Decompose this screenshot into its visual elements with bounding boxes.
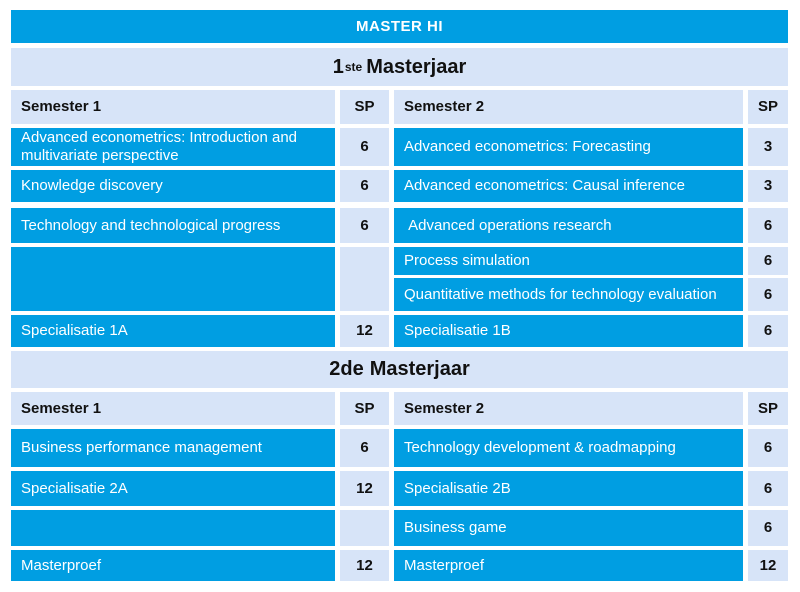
year2-semester1-header: Semester 1: [11, 392, 335, 425]
course-cell: Specialisatie 2A: [11, 471, 335, 506]
year1-band: 1 ste Masterjaar: [11, 48, 788, 86]
empty-course-cell: [11, 247, 335, 311]
course-cell: Masterproef: [394, 550, 743, 581]
year1-sp2-header: SP: [748, 90, 788, 124]
sp-cell: 6: [340, 128, 389, 166]
course-cell: Advanced operations research: [394, 208, 743, 243]
program-title: MASTER HI: [356, 18, 443, 35]
course-cell: Business performance management: [11, 429, 335, 467]
sp-cell: 6: [748, 208, 788, 243]
table-row: Advanced econometrics: Introduction and …: [11, 128, 788, 166]
table-row: Masterproef 12 Masterproef 12: [11, 550, 788, 581]
year2-number: 2de: [329, 358, 364, 380]
year2-semester2-header: Semester 2: [394, 392, 743, 425]
course-cell: Process simulation: [394, 247, 743, 275]
year1-header-row: Semester 1 SP Semester 2 SP: [11, 90, 788, 124]
course-cell: Masterproef: [11, 550, 335, 581]
course-cell: Business game: [394, 510, 743, 546]
year1-label: Masterjaar: [366, 55, 467, 78]
sp-cell: 12: [340, 315, 389, 347]
table-row: Specialisatie 1A 12 Specialisatie 1B 6: [11, 315, 788, 347]
sp-cell: 3: [748, 170, 788, 202]
course-cell: Specialisatie 1B: [394, 315, 743, 347]
sp-cell: 6: [340, 429, 389, 467]
empty-course-cell: [11, 510, 335, 546]
year2-sp2-header: SP: [748, 392, 788, 425]
sp-cell: 6: [340, 170, 389, 202]
table-subrow: Process simulation 6: [394, 247, 788, 275]
year2-band: 2de Masterjaar: [11, 351, 788, 388]
year1-ordinal-suffix: ste: [344, 60, 363, 74]
sp-cell: 6: [340, 208, 389, 243]
table-row: Specialisatie 2A 12 Specialisatie 2B 6: [11, 471, 788, 506]
program-title-banner: MASTER HI: [11, 10, 788, 43]
sp-cell: 6: [748, 429, 788, 467]
sp-cell: 6: [748, 278, 788, 311]
sp-cell: 6: [748, 471, 788, 506]
sp-cell: 12: [748, 550, 788, 581]
table-subrow: Quantitative methods for technology eval…: [394, 278, 788, 311]
table-row: Technology and technological progress 6 …: [11, 208, 788, 243]
course-cell: Technology and technological progress: [11, 208, 335, 243]
course-cell: Technology development & roadmapping: [394, 429, 743, 467]
year1-semester2-header: Semester 2: [394, 90, 743, 124]
year1-number: 1: [332, 55, 344, 78]
table-row: Business performance management 6 Techno…: [11, 429, 788, 467]
year2-label: Masterjaar: [369, 358, 470, 380]
table-row-span: Process simulation 6 Quantitative method…: [11, 247, 788, 311]
year2-header-row: Semester 1 SP Semester 2 SP: [11, 392, 788, 425]
empty-sp-cell: [340, 510, 389, 546]
course-cell: Knowledge discovery: [11, 170, 335, 202]
year2-sp1-header: SP: [340, 392, 389, 425]
year1-semester1-header: Semester 1: [11, 90, 335, 124]
course-cell: Specialisatie 2B: [394, 471, 743, 506]
sp-cell: 12: [340, 550, 389, 581]
sp-cell: 6: [748, 315, 788, 347]
sp-cell: 3: [748, 128, 788, 166]
course-cell: Advanced econometrics: Causal inference: [394, 170, 743, 202]
course-cell: Quantitative methods for technology eval…: [394, 278, 743, 311]
sp-cell: 6: [748, 247, 788, 275]
sp-cell: 6: [748, 510, 788, 546]
table-row: Business game 6: [11, 510, 788, 546]
empty-sp-cell: [340, 247, 389, 311]
table-row: Knowledge discovery 6 Advanced econometr…: [11, 170, 788, 202]
sp-cell: 12: [340, 471, 389, 506]
course-cell: Specialisatie 1A: [11, 315, 335, 347]
course-cell: Advanced econometrics: Introduction and …: [11, 128, 335, 166]
course-cell: Advanced econometrics: Forecasting: [394, 128, 743, 166]
year1-sp1-header: SP: [340, 90, 389, 124]
